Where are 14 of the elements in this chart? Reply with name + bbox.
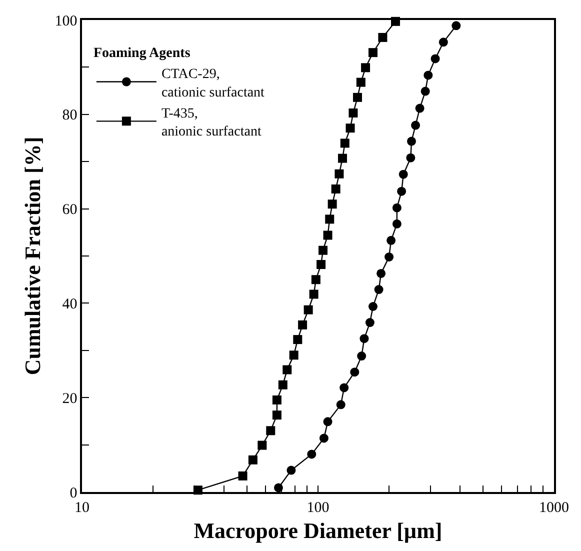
y-tick-label: 0 (70, 485, 78, 502)
x-tick-label: 1000 (539, 500, 569, 516)
x-tick-label: 100 (306, 500, 330, 516)
y-tick-label: 40 (62, 296, 78, 312)
y-axis-title: Cumulative Fraction [%] (20, 136, 46, 376)
y-tick-label: 80 (62, 108, 78, 124)
y-tick-label: 60 (62, 202, 78, 218)
y-tick-label: 100 (54, 13, 78, 30)
legend-title: Foaming Agents (93, 46, 191, 62)
x-tick-label: 10 (74, 500, 90, 516)
x-axis-title: Macropore Diameter [µm] (194, 518, 442, 544)
y-tick-label: 20 (62, 390, 78, 407)
legend-label: CTAC-29, cationic surfactant (161, 67, 265, 100)
legend-label: T-435, anionic surfactant (161, 106, 262, 140)
